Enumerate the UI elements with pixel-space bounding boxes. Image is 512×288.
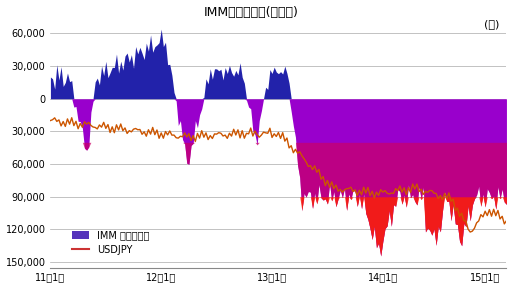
Legend: IMM ポジション, USDJPY: IMM ポジション, USDJPY [69,227,153,258]
Text: (円): (円) [484,19,499,29]
Title: IMMポジション(ドル円): IMMポジション(ドル円) [204,5,298,18]
